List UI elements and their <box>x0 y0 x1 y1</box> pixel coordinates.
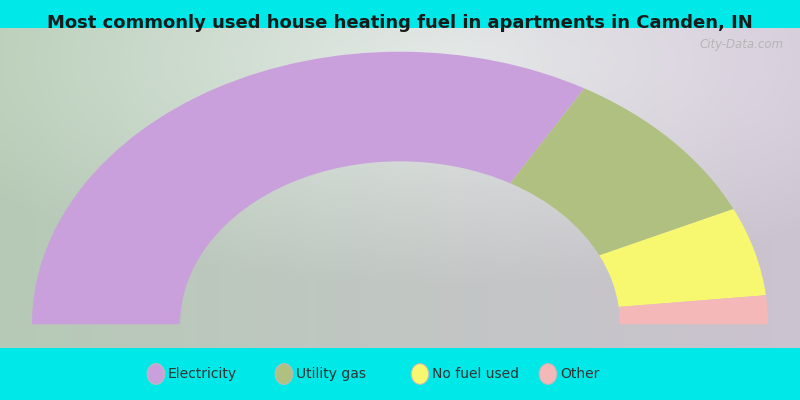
Ellipse shape <box>275 364 293 384</box>
Text: Most commonly used house heating fuel in apartments in Camden, IN: Most commonly used house heating fuel in… <box>47 14 753 32</box>
Ellipse shape <box>539 364 557 384</box>
Ellipse shape <box>147 364 165 384</box>
Wedge shape <box>599 209 766 307</box>
Wedge shape <box>510 88 734 255</box>
Text: City-Data.com: City-Data.com <box>700 38 784 51</box>
Wedge shape <box>618 295 768 324</box>
Ellipse shape <box>411 364 429 384</box>
Text: Utility gas: Utility gas <box>296 367 366 381</box>
Wedge shape <box>32 52 584 324</box>
Text: Electricity: Electricity <box>168 367 237 381</box>
Text: Other: Other <box>560 367 599 381</box>
Text: No fuel used: No fuel used <box>432 367 519 381</box>
